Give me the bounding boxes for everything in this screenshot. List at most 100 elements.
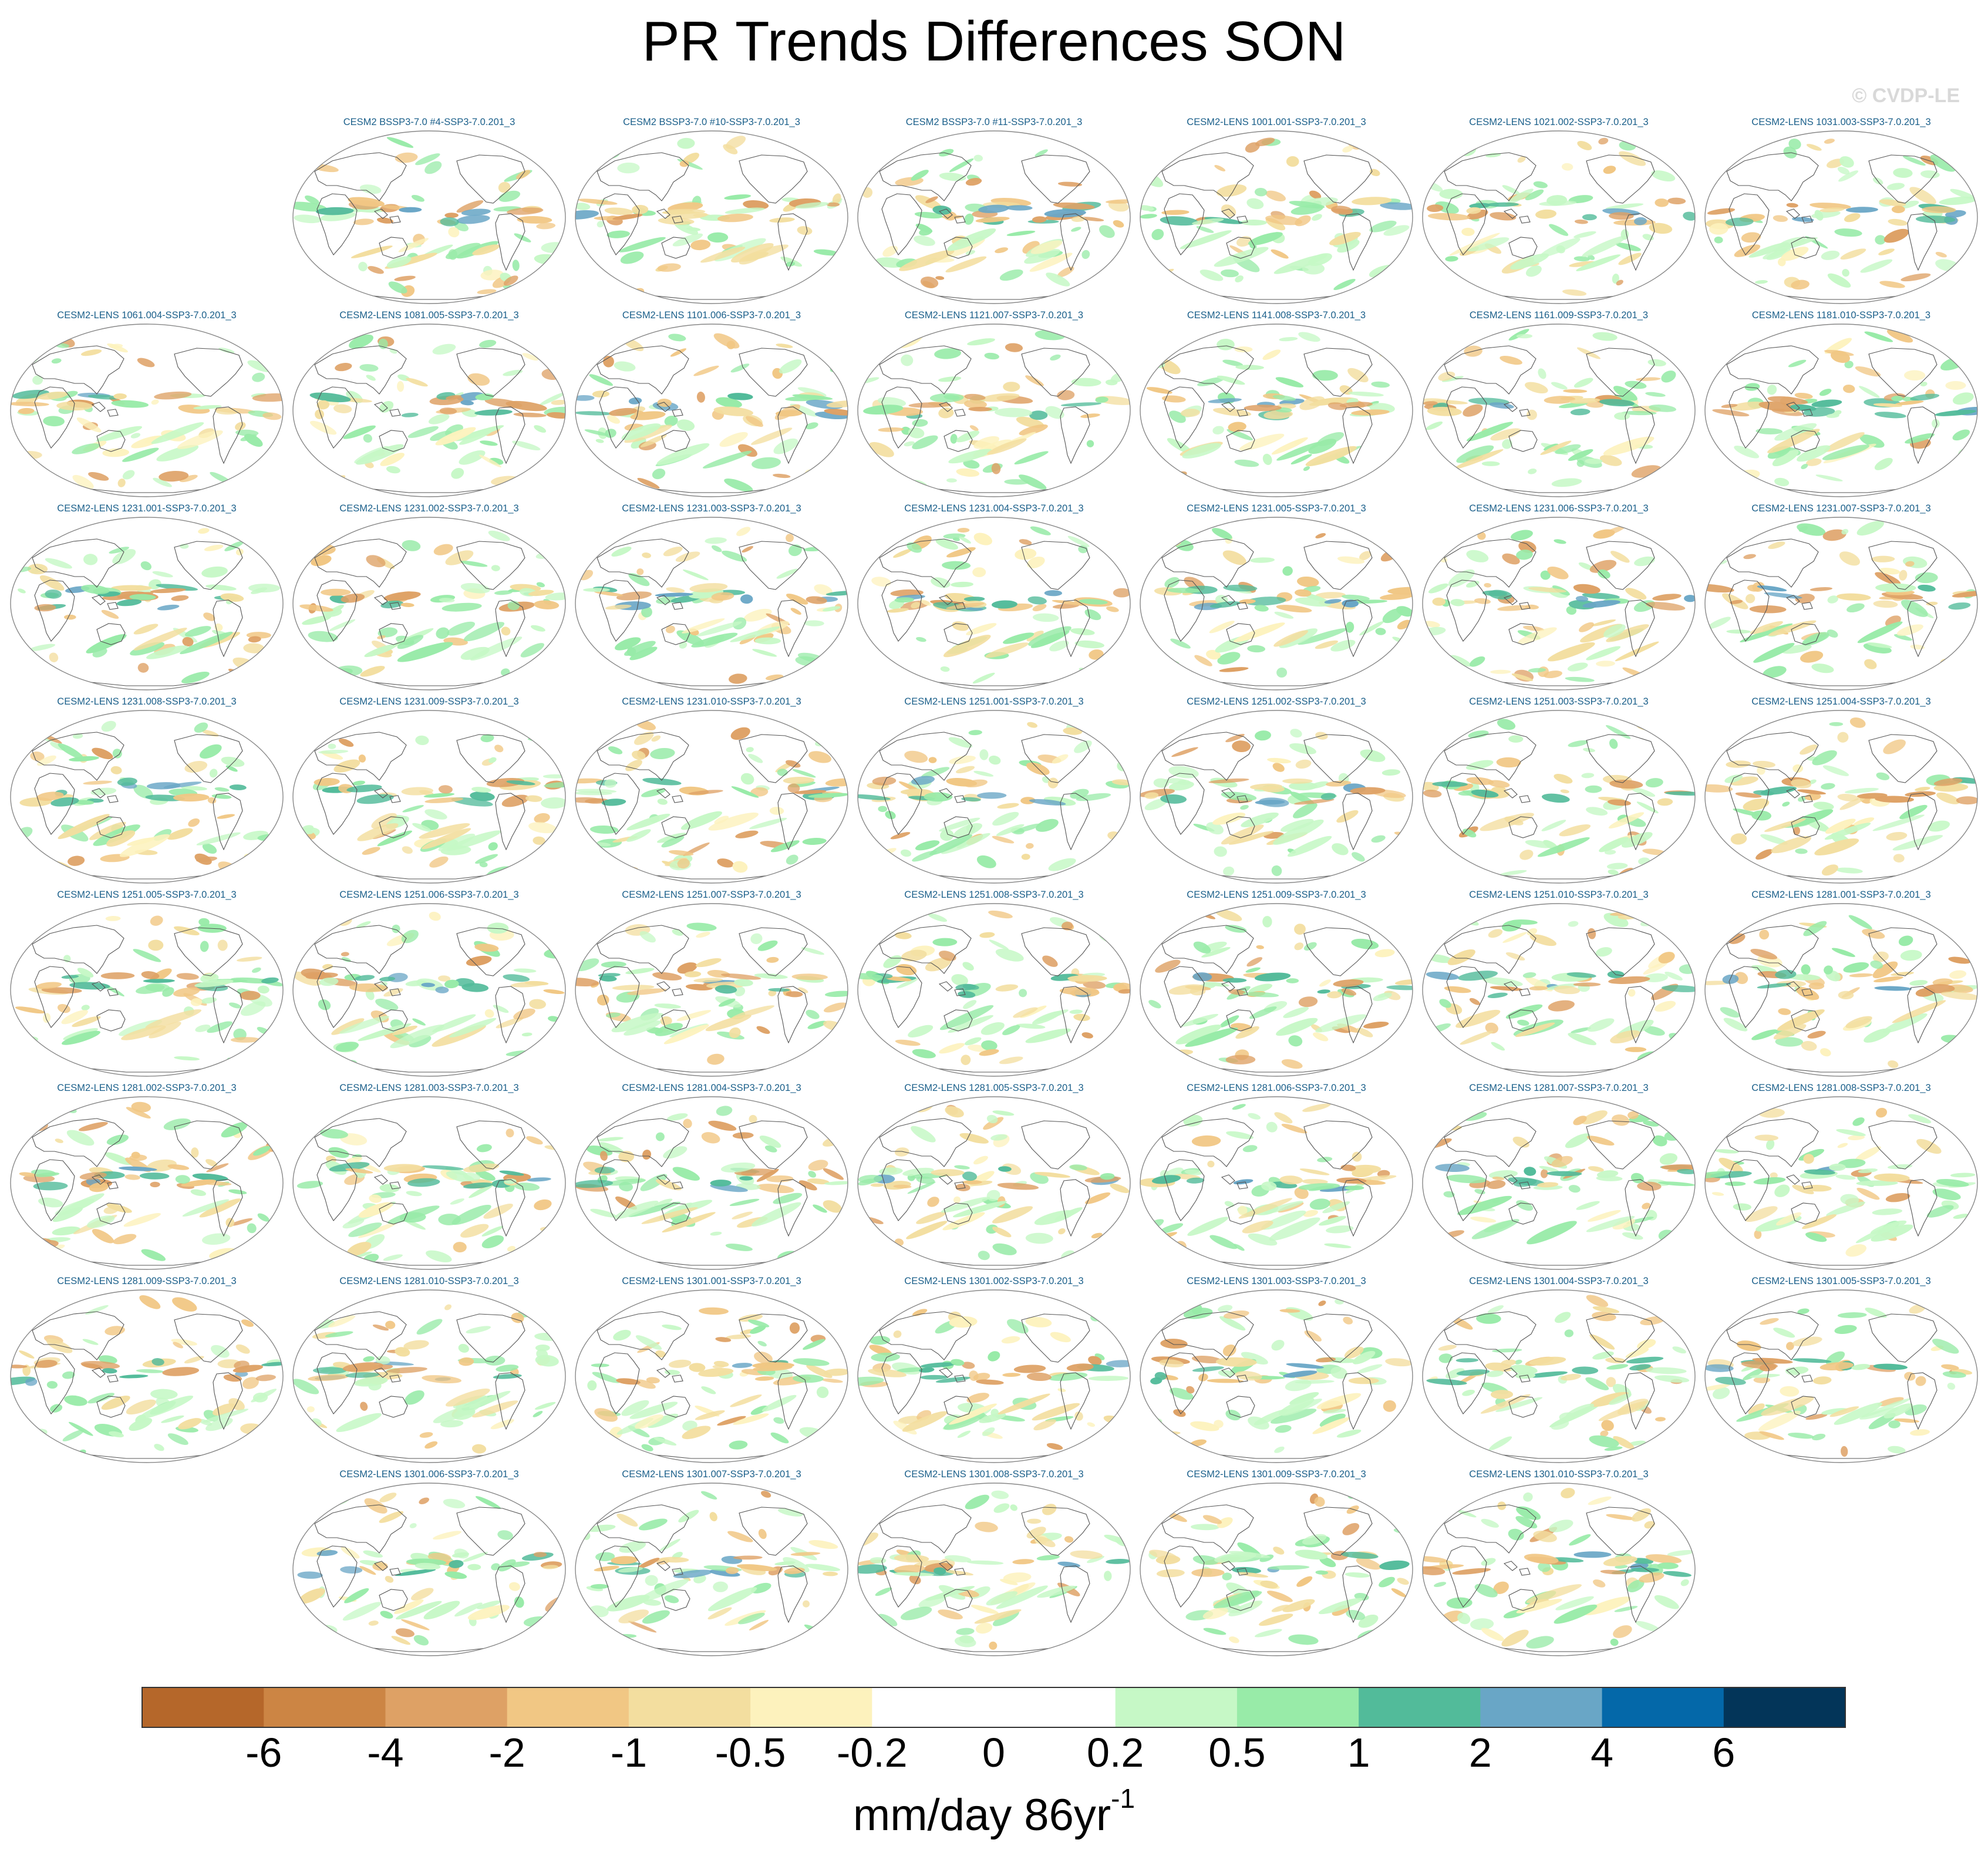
panel-title: CESM2-LENS 1301.008-SSP3-7.0.201_3 [904, 1469, 1084, 1480]
wet-anomaly [1223, 866, 1235, 876]
dry-anomaly [1837, 593, 1871, 601]
wet-anomaly [1705, 1364, 1734, 1372]
wet-anomaly [996, 1585, 1048, 1609]
wet-anomaly [1006, 230, 1036, 236]
coastline [242, 915, 261, 929]
wet-anomaly [686, 922, 717, 931]
wet-anomaly [1857, 621, 1903, 644]
dry-anomaly [438, 785, 453, 794]
dry-anomaly [483, 1204, 513, 1219]
coastline [456, 1313, 525, 1363]
dry-anomaly [1209, 621, 1235, 634]
wet-anomaly [720, 1162, 756, 1173]
dry-anomaly [949, 1316, 978, 1328]
wet-anomaly [1634, 217, 1647, 225]
wet-anomaly [786, 261, 796, 267]
wet-anomaly [750, 933, 763, 944]
map-panel: CESM2-LENS 1301.006-SSP3-7.0.201_3 [291, 1468, 567, 1657]
dry-anomaly [1661, 1164, 1695, 1171]
dry-anomaly [148, 939, 164, 951]
coastline [879, 345, 972, 395]
dry-anomaly [1734, 244, 1761, 257]
dry-anomaly [79, 1172, 107, 1180]
dry-anomaly [944, 1570, 974, 1576]
coastline [379, 430, 408, 452]
coastline [599, 1352, 640, 1414]
dry-anomaly [1598, 1401, 1647, 1421]
units-exponent: -1 [1111, 1783, 1135, 1814]
map-panel: CESM2-LENS 1031.003-SSP3-7.0.201_3 [1703, 116, 1979, 305]
dry-anomaly [1875, 1107, 1888, 1118]
wet-anomaly [1262, 916, 1272, 928]
dry-anomaly [1773, 215, 1788, 222]
coastline [1586, 1120, 1655, 1170]
dry-anomaly [1945, 380, 1966, 390]
wet-anomaly [1275, 1424, 1292, 1433]
dry-anomaly [459, 1357, 474, 1366]
wet-anomaly [461, 983, 489, 992]
wet-anomaly [1248, 232, 1283, 245]
dry-anomaly [1554, 773, 1573, 784]
wet-anomaly [788, 544, 802, 557]
colorbar-tick-label: 4 [1591, 1730, 1614, 1775]
wet-anomaly [62, 1030, 100, 1045]
wet-anomaly [944, 395, 960, 400]
wet-anomaly [1507, 188, 1534, 204]
dry-anomaly [887, 608, 909, 613]
dry-anomaly [1871, 555, 1895, 562]
wet-anomaly [759, 1136, 781, 1148]
dry-anomaly [616, 1378, 641, 1385]
panel-title: CESM2-LENS 1281.007-SSP3-7.0.201_3 [1469, 1083, 1649, 1093]
map-panel: CESM2-LENS 1231.010-SSP3-7.0.201_3 [574, 696, 850, 885]
wet-anomaly [1352, 1350, 1376, 1365]
coastline [1303, 1120, 1373, 1170]
wet-anomaly [1212, 528, 1232, 540]
coastline [643, 874, 780, 880]
wet-anomaly [935, 1376, 971, 1383]
wet-anomaly [336, 1413, 382, 1432]
wet-anomaly [1835, 1174, 1856, 1180]
colorbar-segment [1602, 1687, 1724, 1727]
wet-anomaly [1315, 1570, 1329, 1575]
panel-title: CESM2-LENS 1281.010-SSP3-7.0.201_3 [339, 1276, 519, 1286]
panel-title: CESM2-LENS 1251.008-SSP3-7.0.201_3 [904, 890, 1084, 900]
wet-anomaly [422, 1165, 464, 1170]
dry-anomaly [1052, 754, 1069, 764]
wet-anomaly [1340, 1552, 1379, 1559]
dry-anomaly [372, 1562, 388, 1571]
coastline [456, 1120, 525, 1170]
coastline [1060, 1565, 1090, 1623]
wet-anomaly [707, 1587, 757, 1612]
wet-anomaly [804, 620, 824, 626]
colorbar-tick-label: 1 [1347, 1730, 1370, 1775]
wet-anomaly [1312, 370, 1338, 381]
dry-anomaly [979, 1049, 999, 1056]
wet-anomaly [101, 720, 116, 732]
wet-anomaly [639, 931, 656, 943]
dry-anomaly [660, 1016, 672, 1026]
dry-anomaly [1855, 1146, 1881, 1162]
wet-anomaly [480, 440, 498, 446]
coastline [373, 1174, 401, 1190]
wet-anomaly [934, 1567, 946, 1575]
precip-trend-field [575, 1106, 848, 1262]
wet-anomaly [707, 232, 729, 243]
wet-anomaly [412, 823, 432, 832]
dry-anomaly [1845, 1244, 1866, 1257]
wet-anomaly [912, 1049, 936, 1059]
coastline [739, 1313, 808, 1363]
dry-anomaly [515, 911, 533, 921]
wet-anomaly [90, 787, 117, 796]
colorbar-tick-label: 2 [1468, 1730, 1492, 1775]
dry-anomaly [1730, 402, 1766, 411]
coastline [1303, 348, 1373, 397]
dry-anomaly [1356, 1558, 1382, 1570]
world-map [1704, 1289, 1978, 1463]
colorbar-segment [628, 1687, 751, 1727]
dry-anomaly [439, 407, 457, 415]
wet-anomaly [442, 602, 482, 612]
wet-anomaly [1568, 195, 1593, 204]
coastline [1936, 915, 1955, 929]
coastline [1161, 1504, 1254, 1554]
dry-anomaly [1155, 1555, 1181, 1565]
